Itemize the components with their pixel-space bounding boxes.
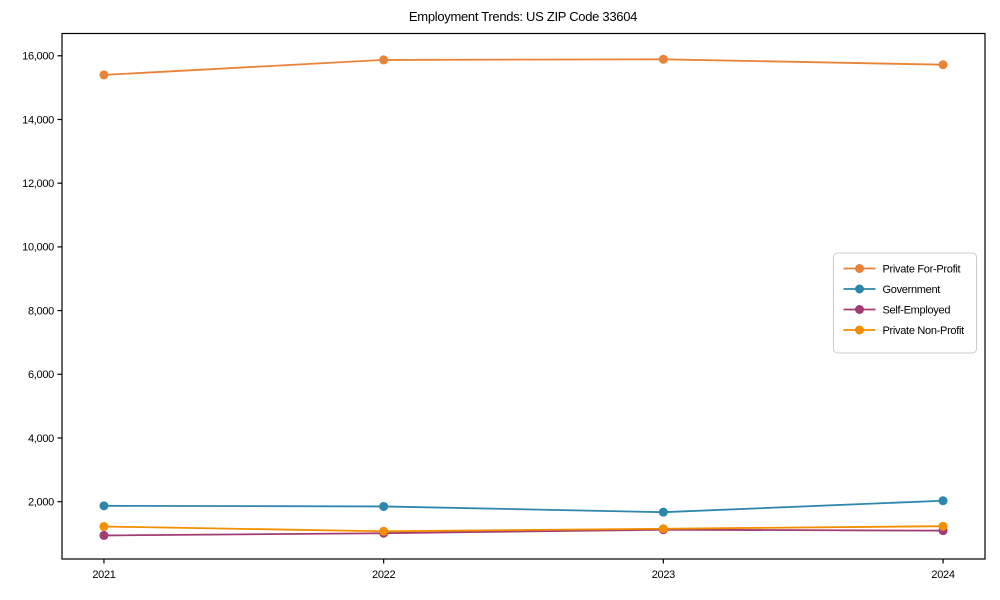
y-axis-tick-label: 8,000 <box>28 305 54 317</box>
data-point-private-non-profit <box>938 521 948 531</box>
legend-label: Private For-Profit <box>883 263 961 275</box>
data-point-private-non-profit <box>99 522 109 532</box>
y-axis-tick-label: 2,000 <box>28 496 54 508</box>
series-line-self-employed <box>103 528 944 537</box>
data-point-private-for-profit <box>379 55 389 65</box>
data-point-private-non-profit <box>658 524 668 534</box>
legend: Private For-Profit Government Self-Employe… <box>833 252 977 354</box>
legend-item-private-for-profit: Private For-Profit <box>843 263 961 275</box>
series-line-private-for-profit <box>103 58 944 76</box>
legend-item-self-employed: Self-Employed <box>843 304 951 316</box>
data-point-government <box>658 507 668 517</box>
y-axis-tick-label: 16,000 <box>22 51 54 63</box>
series-line-government <box>103 499 944 514</box>
chart-title: Employment Trends: US ZIP Code 33604 <box>409 9 637 24</box>
data-point-private-for-profit <box>658 54 668 64</box>
series-line-private-non-profit <box>103 525 944 533</box>
legend-swatch-marker <box>855 284 864 294</box>
x-axis-tick-label: 2021 <box>92 569 115 581</box>
data-point-government <box>938 496 948 506</box>
legend-swatch-marker <box>855 305 864 314</box>
data-point-government <box>379 501 389 511</box>
data-point-private-for-profit <box>99 70 109 80</box>
legend-item-private-non-profit: Private Non-Profit <box>843 325 965 337</box>
legend-swatch-marker <box>855 325 864 335</box>
data-point-private-non-profit <box>379 526 389 536</box>
legend-box <box>833 252 977 354</box>
y-axis-tick-label: 14,000 <box>22 114 54 126</box>
x-axis-tick-label: 2024 <box>931 569 954 581</box>
y-axis-tick-label: 12,000 <box>22 178 54 190</box>
x-axis-tick-label: 2023 <box>652 569 675 581</box>
y-axis-tick-label: 6,000 <box>28 369 54 381</box>
plot-area: 2,000 4,000 6,000 8,000 10,000 12,000 14,000 16… <box>22 32 986 581</box>
y-axis-tick-label: 4,000 <box>28 433 54 445</box>
legend-label: Private Non-Profit <box>883 325 965 337</box>
x-axis-tick-label: 2022 <box>372 569 395 581</box>
axes-frame <box>61 32 986 560</box>
legend-item-government: Government <box>843 284 941 296</box>
data-point-self-employed <box>99 530 109 540</box>
legend-label: Government <box>883 284 941 296</box>
data-point-private-for-profit <box>938 60 948 70</box>
legend-label: Self-Employed <box>883 304 951 316</box>
y-axis-tick-label: 10,000 <box>22 242 54 254</box>
legend-swatch-marker <box>855 264 864 273</box>
data-point-government <box>99 501 109 511</box>
